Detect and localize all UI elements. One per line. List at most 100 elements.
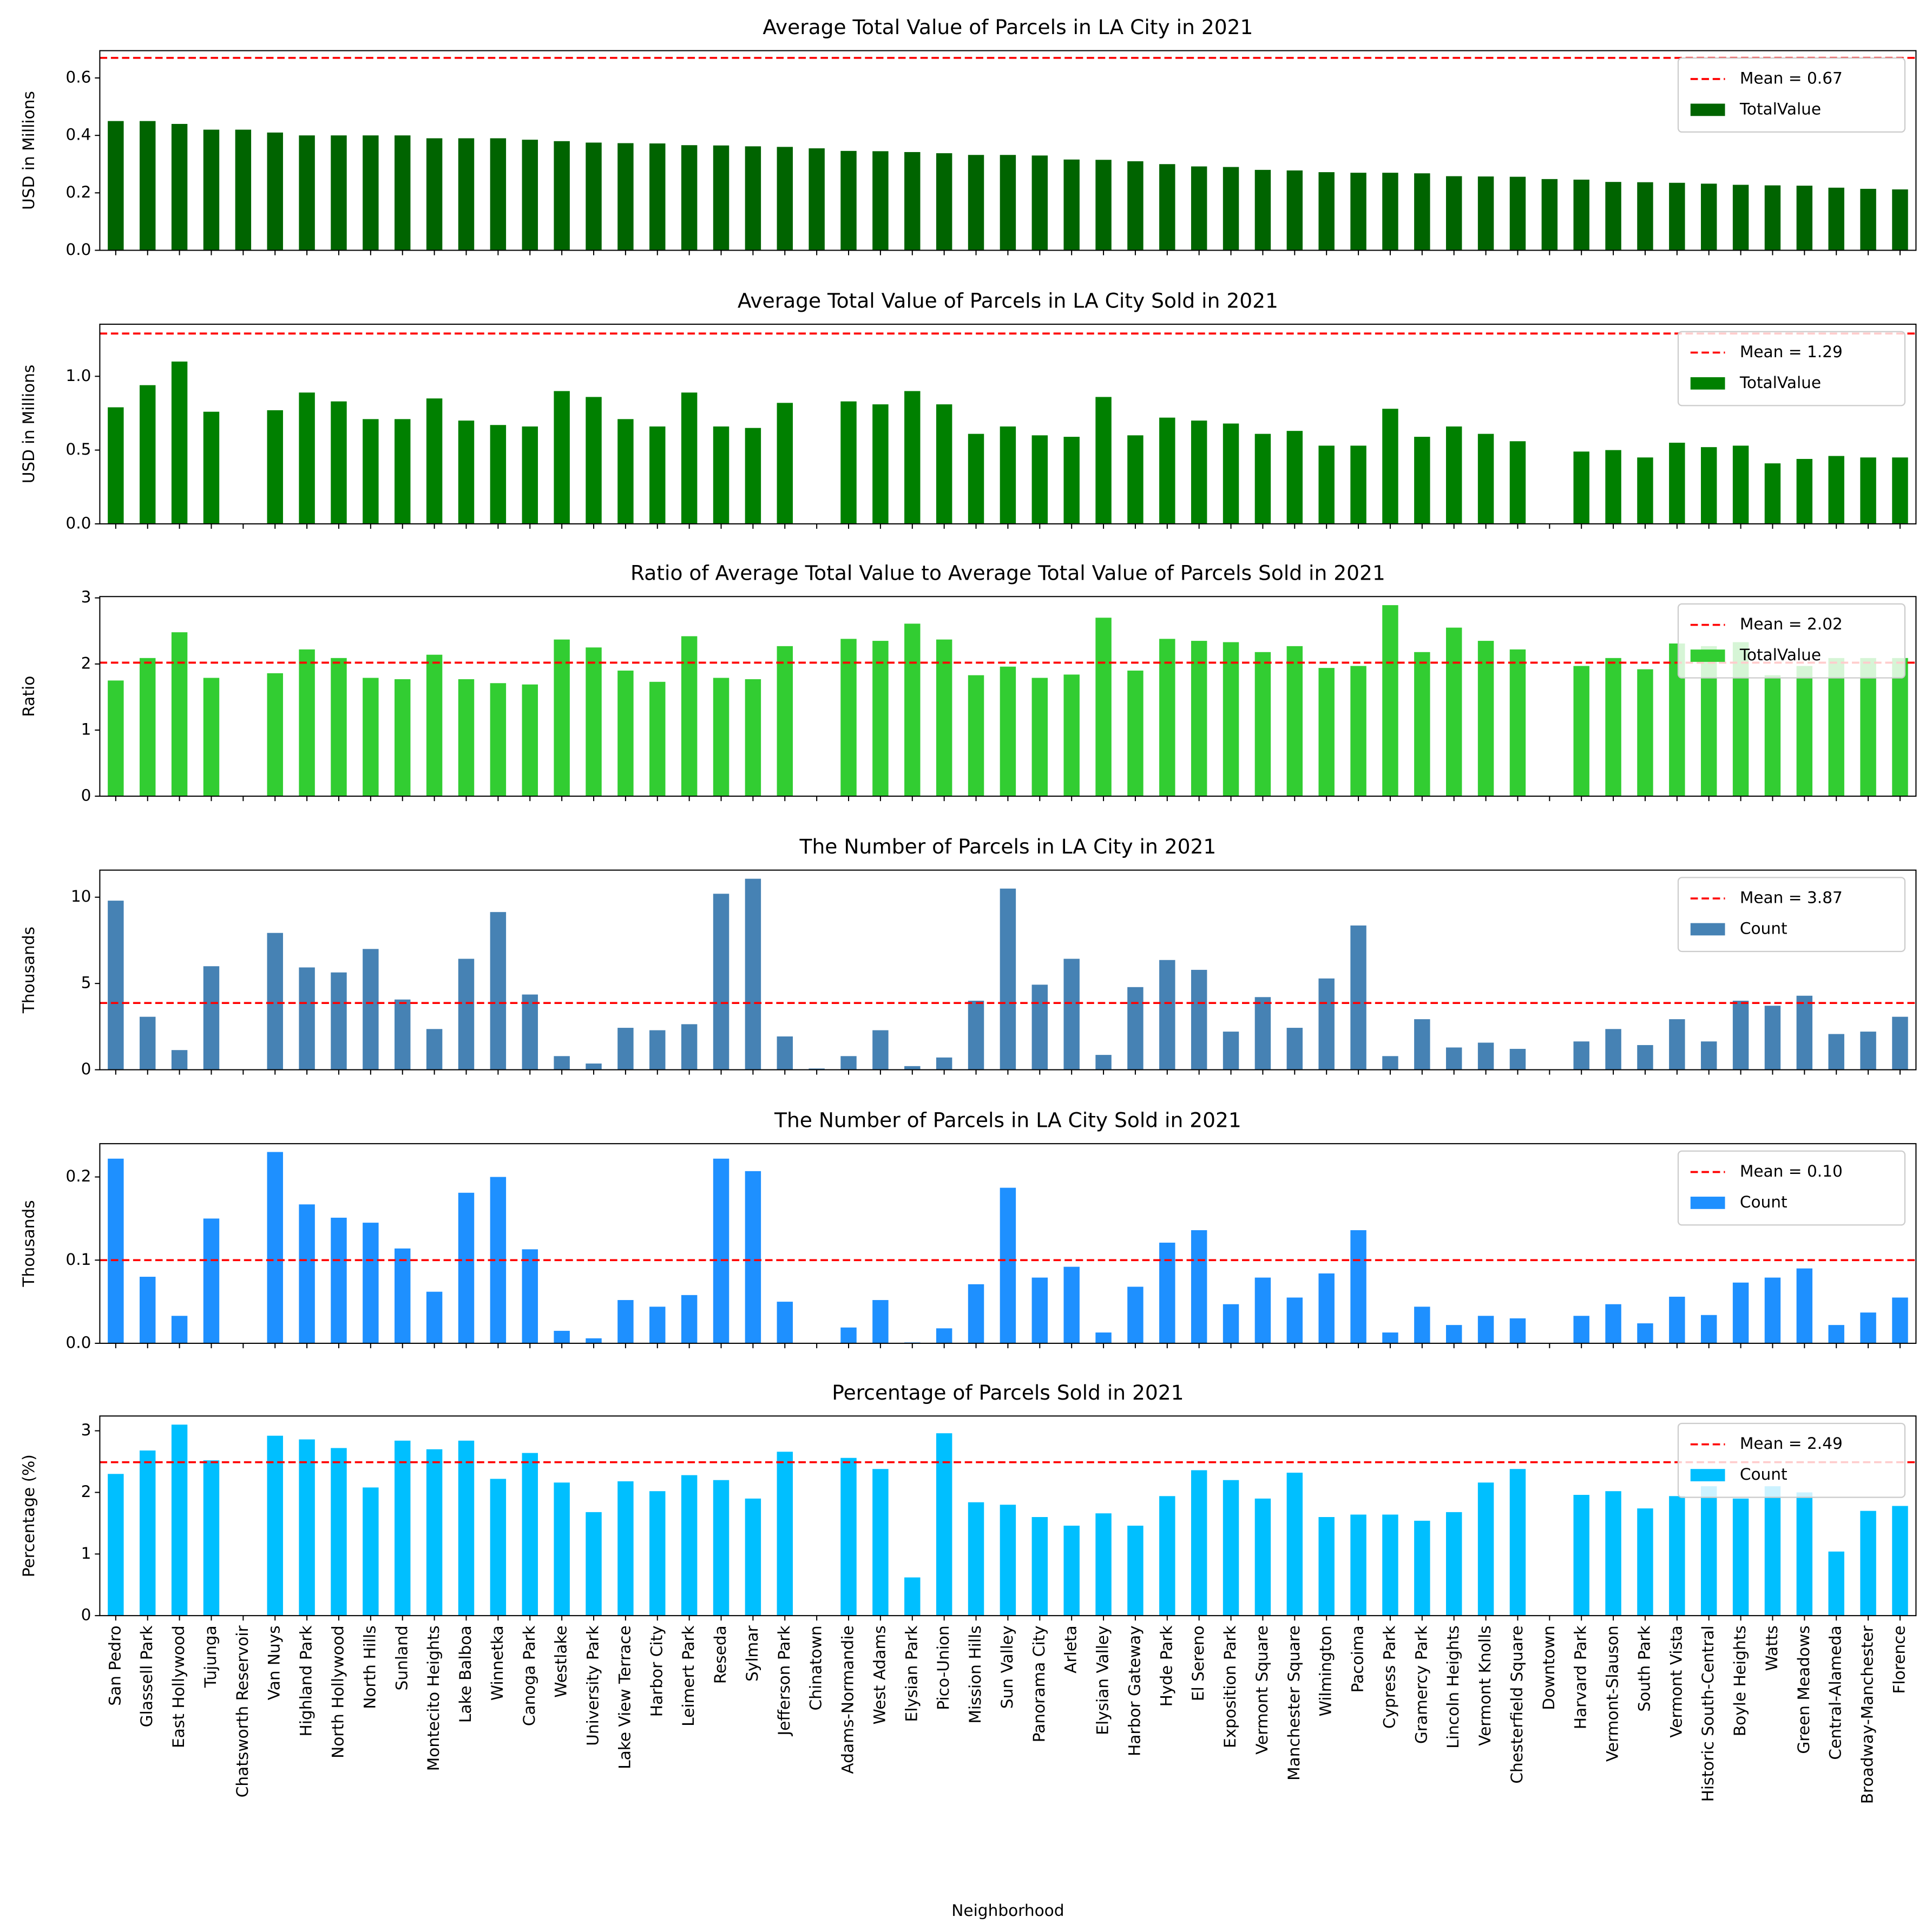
y-tick-label: 0 <box>81 1060 91 1078</box>
y-tick-label: 3 <box>81 1421 91 1439</box>
bar <box>649 681 666 797</box>
bar <box>1254 434 1271 524</box>
bar <box>1254 652 1271 797</box>
y-tick-label: 0.0 <box>65 1333 91 1351</box>
bar <box>299 392 315 524</box>
bar <box>1000 666 1016 797</box>
bar <box>1445 426 1462 524</box>
chart-title: The Number of Parcels in LA City in 2021 <box>799 835 1217 858</box>
bar <box>1159 639 1175 797</box>
bar <box>1318 1517 1335 1616</box>
bar <box>840 1327 857 1343</box>
legend-swatch <box>1690 1469 1725 1481</box>
bar <box>395 135 411 251</box>
bar <box>1350 445 1366 524</box>
x-tick-label: West Adams <box>870 1625 889 1724</box>
bar <box>681 636 698 797</box>
bar <box>936 1433 952 1616</box>
bar <box>1605 1304 1621 1343</box>
bar <box>1892 457 1908 524</box>
bar <box>490 912 507 1070</box>
bar <box>1223 423 1239 524</box>
bar <box>872 151 889 251</box>
legend-box <box>1677 1422 1906 1498</box>
legend-box <box>1677 57 1906 133</box>
bar <box>1350 1514 1366 1616</box>
bar <box>936 639 952 797</box>
bar <box>140 658 156 797</box>
chart-title: Average Total Value of Parcels in LA Cit… <box>763 15 1253 39</box>
bar <box>426 1029 443 1070</box>
bar <box>1318 445 1335 524</box>
x-tick-label: Westlake <box>552 1625 570 1697</box>
bar <box>1477 434 1494 524</box>
bar <box>713 894 730 1070</box>
bar <box>1318 1273 1335 1343</box>
bar <box>1445 627 1462 797</box>
x-tick-label: University Park <box>584 1625 602 1745</box>
y-tick-label: 0 <box>81 786 91 805</box>
bar <box>299 967 315 1070</box>
bar <box>777 1036 793 1070</box>
bar <box>1669 442 1685 524</box>
bar <box>681 1475 698 1616</box>
bar <box>1573 1041 1589 1070</box>
bar <box>1445 1512 1462 1616</box>
bar <box>140 385 156 524</box>
bar <box>1414 173 1430 251</box>
bar <box>649 426 666 524</box>
bar <box>140 1277 156 1343</box>
bar <box>426 1291 443 1343</box>
bar <box>745 1171 761 1343</box>
x-tick-label: Green Meadows <box>1795 1625 1813 1754</box>
bar <box>1573 1495 1589 1616</box>
bar <box>1764 1486 1781 1616</box>
bar <box>1414 1307 1430 1343</box>
bar <box>1573 666 1589 797</box>
bar <box>1191 969 1207 1070</box>
bar <box>1509 1048 1526 1070</box>
bar <box>299 649 315 797</box>
bar <box>554 1330 570 1343</box>
bar <box>936 153 952 251</box>
bar <box>1382 605 1398 797</box>
bar <box>1063 674 1080 797</box>
bar <box>203 1218 220 1343</box>
bar <box>809 1068 825 1070</box>
bar <box>1350 666 1366 797</box>
bar <box>1700 183 1717 251</box>
bar <box>1509 176 1526 251</box>
bar <box>490 683 507 797</box>
bar <box>108 901 124 1070</box>
bar <box>1477 1316 1494 1343</box>
x-tick-label: El Sereno <box>1189 1625 1207 1701</box>
x-tick-label: South Park <box>1635 1625 1653 1711</box>
bar <box>681 145 698 251</box>
bar <box>1509 649 1526 797</box>
bar <box>458 679 475 797</box>
bar <box>522 1249 538 1343</box>
x-tick-label: Central-Alameda <box>1826 1625 1845 1760</box>
bar <box>1031 1517 1048 1616</box>
bar <box>171 632 188 797</box>
bar <box>331 401 347 524</box>
bar <box>1254 997 1271 1070</box>
bar <box>1669 1496 1685 1616</box>
bar <box>1127 987 1144 1070</box>
bar <box>1764 185 1781 251</box>
bar <box>1000 1505 1016 1616</box>
bar <box>586 1338 602 1343</box>
bar <box>617 1028 634 1070</box>
legend-label: Count <box>1740 1193 1788 1211</box>
x-tick-label: Sun Valley <box>998 1625 1016 1709</box>
bar <box>1796 666 1813 797</box>
bar <box>1605 1029 1621 1070</box>
y-tick-label: 0.6 <box>65 68 91 87</box>
bar <box>267 410 283 524</box>
y-tick-label: 0.2 <box>65 1167 91 1185</box>
bar <box>1191 1230 1207 1343</box>
bar <box>554 1056 570 1070</box>
bar <box>171 362 188 524</box>
bar <box>1509 441 1526 524</box>
bar <box>1796 995 1813 1070</box>
